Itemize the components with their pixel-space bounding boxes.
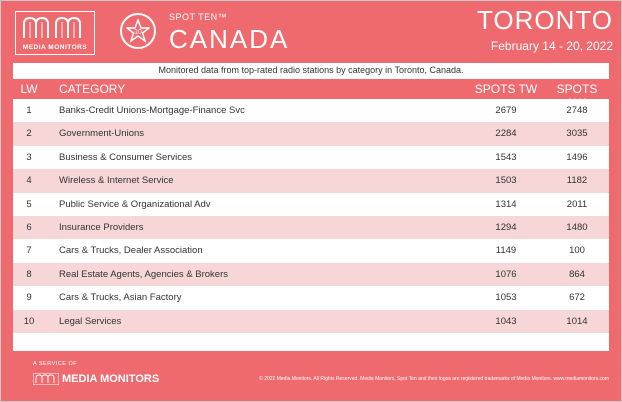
cell-spots-tw: 1043 <box>495 315 517 327</box>
city-title: TORONTO <box>476 5 613 35</box>
cell-spots-lw: 864 <box>569 268 585 280</box>
cell-spots-lw: 2011 <box>566 198 588 210</box>
table-row: 8 Real Estate Agents, Agencies & Brokers… <box>13 262 609 287</box>
header-lw: LW <box>20 82 38 96</box>
cell-lw: 2 <box>26 128 32 140</box>
table-row: 4 Wireless & Internet Service 1503 1182 <box>13 169 609 193</box>
cell-category: Banks-Credit Unions-Mortgage-Finance Svc <box>59 105 245 116</box>
country-title: CANADA <box>169 24 290 54</box>
cell-spots-lw: 1014 <box>566 315 588 327</box>
cell-category: Business & Consumer Services <box>59 151 193 163</box>
cell-spots-lw: 3035 <box>566 128 588 140</box>
table-row: 7 Cars & Trucks, Dealer Association 1149… <box>13 239 609 262</box>
service-label: A SERVICE OF <box>33 361 78 367</box>
cell-category: Insurance Providers <box>59 222 144 233</box>
copyright: © 2022 Media Monitors. All Rights Reserv… <box>259 376 609 382</box>
header-spots-lw: SPOTS LW <box>556 82 598 110</box>
cell-category: Government-Unions <box>59 128 145 140</box>
header-category: CATEGORY <box>59 82 126 96</box>
mm-logo-icon <box>23 16 81 38</box>
cell-spots-lw: 672 <box>569 292 585 304</box>
table-row: 5 Public Service & Organizational Adv 13… <box>13 193 609 216</box>
table-row: 10 Legal Services 1043 1014 <box>13 309 609 333</box>
cell-lw: 8 <box>26 268 32 280</box>
cell-category: Wireless & Internet Service <box>59 175 174 187</box>
cell-lw: 1 <box>26 105 32 116</box>
table-header-bar <box>13 79 609 99</box>
cell-spots-lw: 1496 <box>566 151 588 163</box>
star-icon: 10 <box>126 19 150 43</box>
cell-category: Cars & Trucks, Dealer Association <box>59 245 203 257</box>
header-spots-tw: SPOTS TW <box>474 82 538 96</box>
cell-spots-lw: 1480 <box>566 222 588 233</box>
date-range: February 14 - 20, 2022 <box>490 39 613 53</box>
cell-lw: 6 <box>26 222 32 233</box>
footer: A SERVICE OF MEDIA MONITORS © 2022 Media… <box>1 351 621 401</box>
table-row: 1 Banks-Credit Unions-Mortgage-Finance S… <box>13 99 609 122</box>
cell-spots-tw: 1149 <box>495 245 517 257</box>
cell-spots-lw: 100 <box>569 245 585 257</box>
cell-category: Real Estate Agents, Agencies & Brokers <box>59 268 228 280</box>
table-row: 6 Insurance Providers 1294 1480 <box>13 216 609 240</box>
mm-mini-logo-icon <box>33 373 59 386</box>
table-row: 2 Government-Unions 2284 3035 <box>13 122 609 146</box>
cell-spots-tw: 1294 <box>495 222 517 233</box>
cell-spots-tw: 1543 <box>495 151 517 163</box>
cell-spots-tw: 1314 <box>495 198 517 210</box>
footer-brand-text: MEDIA MONITORS <box>62 373 160 385</box>
cell-spots-tw: 1503 <box>495 175 517 187</box>
spot-ten-badge: 10 <box>120 13 156 49</box>
cell-category: Legal Services <box>59 315 122 327</box>
cell-spots-lw: 1182 <box>566 175 588 187</box>
table-row: 3 Business & Consumer Services 1543 1496 <box>13 146 609 169</box>
cell-lw: 7 <box>26 245 32 257</box>
footer-brand: MEDIA MONITORS <box>33 373 160 386</box>
subtitle: Monitored data from top-rated radio stat… <box>13 63 609 77</box>
cell-lw: 3 <box>26 151 32 163</box>
cell-lw: 5 <box>26 198 32 210</box>
cell-spots-tw: 1053 <box>495 292 517 304</box>
cell-spots-tw: 1076 <box>495 268 517 280</box>
table-row: 9 Cars & Trucks, Asian Factory 1053 672 <box>13 286 609 309</box>
media-monitors-logo: MEDIA MONITORS <box>15 11 95 55</box>
cell-spots-lw: 2748 <box>566 105 588 116</box>
header: MEDIA MONITORS 10 SPOT TEN™ CANADA TORON… <box>1 1 621 63</box>
badge-number: 10 <box>134 29 142 36</box>
cell-category: Public Service & Organizational Adv <box>59 198 211 210</box>
logo-text: MEDIA MONITORS <box>22 44 88 51</box>
product-name: SPOT TEN™ <box>169 12 228 22</box>
cell-lw: 10 <box>23 315 35 327</box>
cell-lw: 9 <box>26 292 32 304</box>
cell-spots-tw: 2679 <box>495 105 517 116</box>
cell-spots-tw: 2284 <box>495 128 517 140</box>
cell-lw: 4 <box>26 175 32 187</box>
cell-category: Cars & Trucks, Asian Factory <box>59 292 182 304</box>
